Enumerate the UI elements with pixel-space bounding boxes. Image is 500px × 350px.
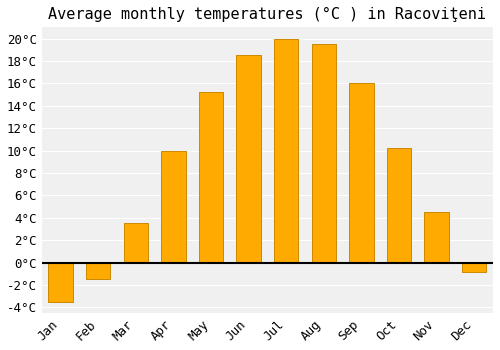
Bar [349, 83, 374, 262]
Bar [387, 148, 411, 262]
Bar [124, 223, 148, 262]
Title: Average monthly temperatures (°C ) in Racoviţeni: Average monthly temperatures (°C ) in Ra… [48, 7, 486, 22]
Bar [86, 262, 110, 279]
Bar [161, 150, 186, 262]
Bar [462, 262, 486, 272]
Bar [199, 92, 223, 262]
Bar [236, 55, 261, 262]
Bar [424, 212, 449, 262]
Bar [312, 44, 336, 262]
Bar [274, 38, 298, 262]
Bar [48, 262, 73, 302]
